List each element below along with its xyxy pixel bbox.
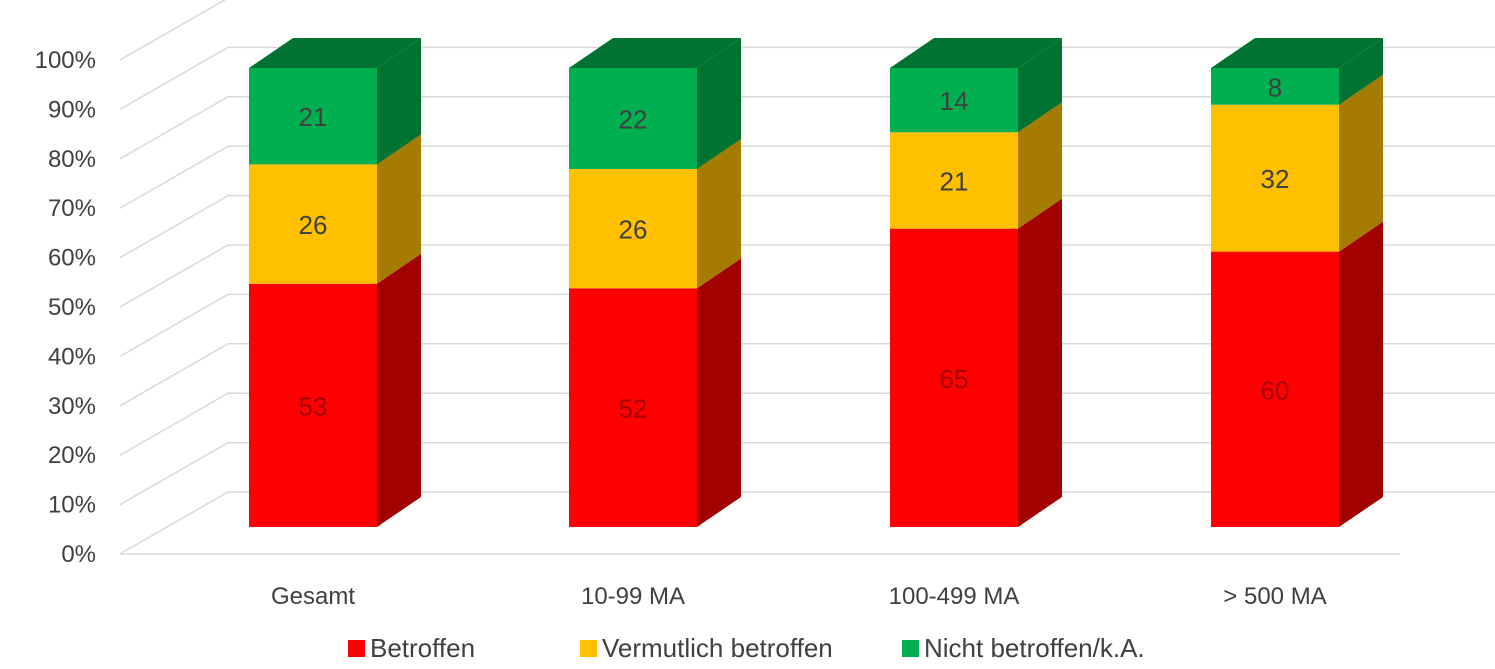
data-label: 14: [940, 86, 969, 116]
bar-front-face: [1211, 104, 1339, 252]
data-label: 22: [619, 104, 648, 134]
gridline: [119, 0, 227, 61]
x-axis-category-labels: Gesamt 10-99 MA 100-499 MA > 500 MA: [271, 583, 1327, 610]
y-tick-label: 30%: [48, 393, 96, 420]
bar-segment: [1211, 38, 1383, 105]
data-label: 21: [940, 166, 969, 196]
y-tick-label: 20%: [48, 442, 96, 469]
legend-label: Vermutlich betroffen: [602, 633, 833, 663]
data-label: 32: [1261, 164, 1290, 194]
y-tick-label: 90%: [48, 96, 96, 123]
gridline: [119, 392, 1495, 456]
data-label: 60: [1261, 375, 1290, 405]
gridline: [119, 441, 1495, 506]
gridline: [119, 194, 1495, 259]
y-tick-label: 50%: [48, 294, 96, 321]
data-label: 21: [299, 102, 328, 132]
data-label: 53: [299, 391, 328, 421]
bar-front-face: [569, 288, 697, 527]
y-axis-tick-labels: 0% 10% 20% 30% 40% 50% 60% 70% 80% 90% 100%: [35, 47, 96, 568]
data-labels: 53 26 21 52 26 22 65 21 14 60 32 8: [299, 72, 1290, 423]
bar-segment: [890, 38, 1062, 133]
legend-swatch: [902, 640, 919, 657]
bar-side-face: [697, 138, 741, 289]
bar-front-face: [890, 132, 1018, 229]
gridline: [119, 244, 1495, 308]
bar-front-face: [249, 164, 377, 284]
bar-side-face: [1018, 102, 1062, 229]
bar-front-face: [890, 228, 1018, 527]
bar-front-face: [249, 68, 377, 165]
legend-label: Betroffen: [370, 633, 475, 663]
bar-top-face: [1211, 38, 1383, 68]
legend-item: Betroffen: [348, 633, 475, 663]
legend-item: Nicht betroffen/k.A.: [902, 633, 1145, 663]
bar-top-face: [569, 38, 741, 68]
legend-swatch: [580, 640, 597, 657]
bar-side-face: [1339, 221, 1383, 527]
bar-top-face: [249, 38, 421, 68]
legend-label: Nicht betroffen/k.A.: [924, 633, 1145, 663]
bar-segment: [569, 258, 741, 527]
y-tick-label: 40%: [48, 343, 96, 370]
bar-segment: [569, 138, 741, 289]
legend-item: Vermutlich betroffen: [580, 633, 833, 663]
bar-side-face: [377, 38, 421, 165]
bar-segment: [249, 253, 421, 528]
y-tick-label: 60%: [48, 245, 96, 272]
bar-segment: [890, 198, 1062, 527]
data-label: 52: [619, 394, 648, 424]
data-label: 65: [940, 364, 969, 394]
bar-segment: [1211, 74, 1383, 252]
y-tick-label: 70%: [48, 195, 96, 222]
category-label: > 500 MA: [1223, 583, 1326, 610]
bar-side-face: [1339, 38, 1383, 105]
bar-side-face: [697, 258, 741, 527]
legend-swatch: [348, 640, 365, 657]
y-tick-label: 10%: [48, 492, 96, 519]
bar-side-face: [377, 134, 421, 284]
gridlines: [119, 0, 1495, 555]
bar-side-face: [697, 38, 741, 169]
gridline: [119, 96, 1495, 160]
gridline: [119, 343, 1495, 407]
bar-side-face: [377, 253, 421, 528]
gridline: [119, 293, 1495, 358]
bar-front-face: [890, 68, 1018, 133]
gridline: [119, 491, 1495, 555]
category-label: Gesamt: [271, 583, 355, 610]
bar-segment: [249, 134, 421, 284]
bar-front-face: [1211, 251, 1339, 527]
bar-segment: [1211, 221, 1383, 527]
bar-front-face: [569, 168, 697, 289]
category-label: 100-499 MA: [889, 583, 1020, 610]
bar-side-face: [1018, 198, 1062, 527]
bar-front-face: [1211, 68, 1339, 105]
y-tick-label: 80%: [48, 146, 96, 173]
category-label: 10-99 MA: [581, 583, 685, 610]
bar-front-face: [249, 283, 377, 527]
y-tick-label: 0%: [61, 541, 96, 568]
gridline: [119, 145, 1495, 209]
bars: [249, 38, 1383, 528]
bar-segment: [569, 38, 741, 169]
legend: Betroffen Vermutlich betroffen Nicht betro…: [348, 633, 1145, 663]
data-label: 26: [619, 215, 648, 245]
bar-front-face: [569, 68, 697, 169]
y-tick-label: 100%: [35, 47, 96, 74]
bar-side-face: [1339, 74, 1383, 252]
gridline: [119, 46, 1495, 111]
bar-top-face: [890, 38, 1062, 68]
data-label: 26: [299, 210, 328, 240]
bar-side-face: [1018, 38, 1062, 133]
bar-segment: [249, 38, 421, 165]
bar-segment: [890, 102, 1062, 229]
data-label: 8: [1268, 72, 1282, 102]
